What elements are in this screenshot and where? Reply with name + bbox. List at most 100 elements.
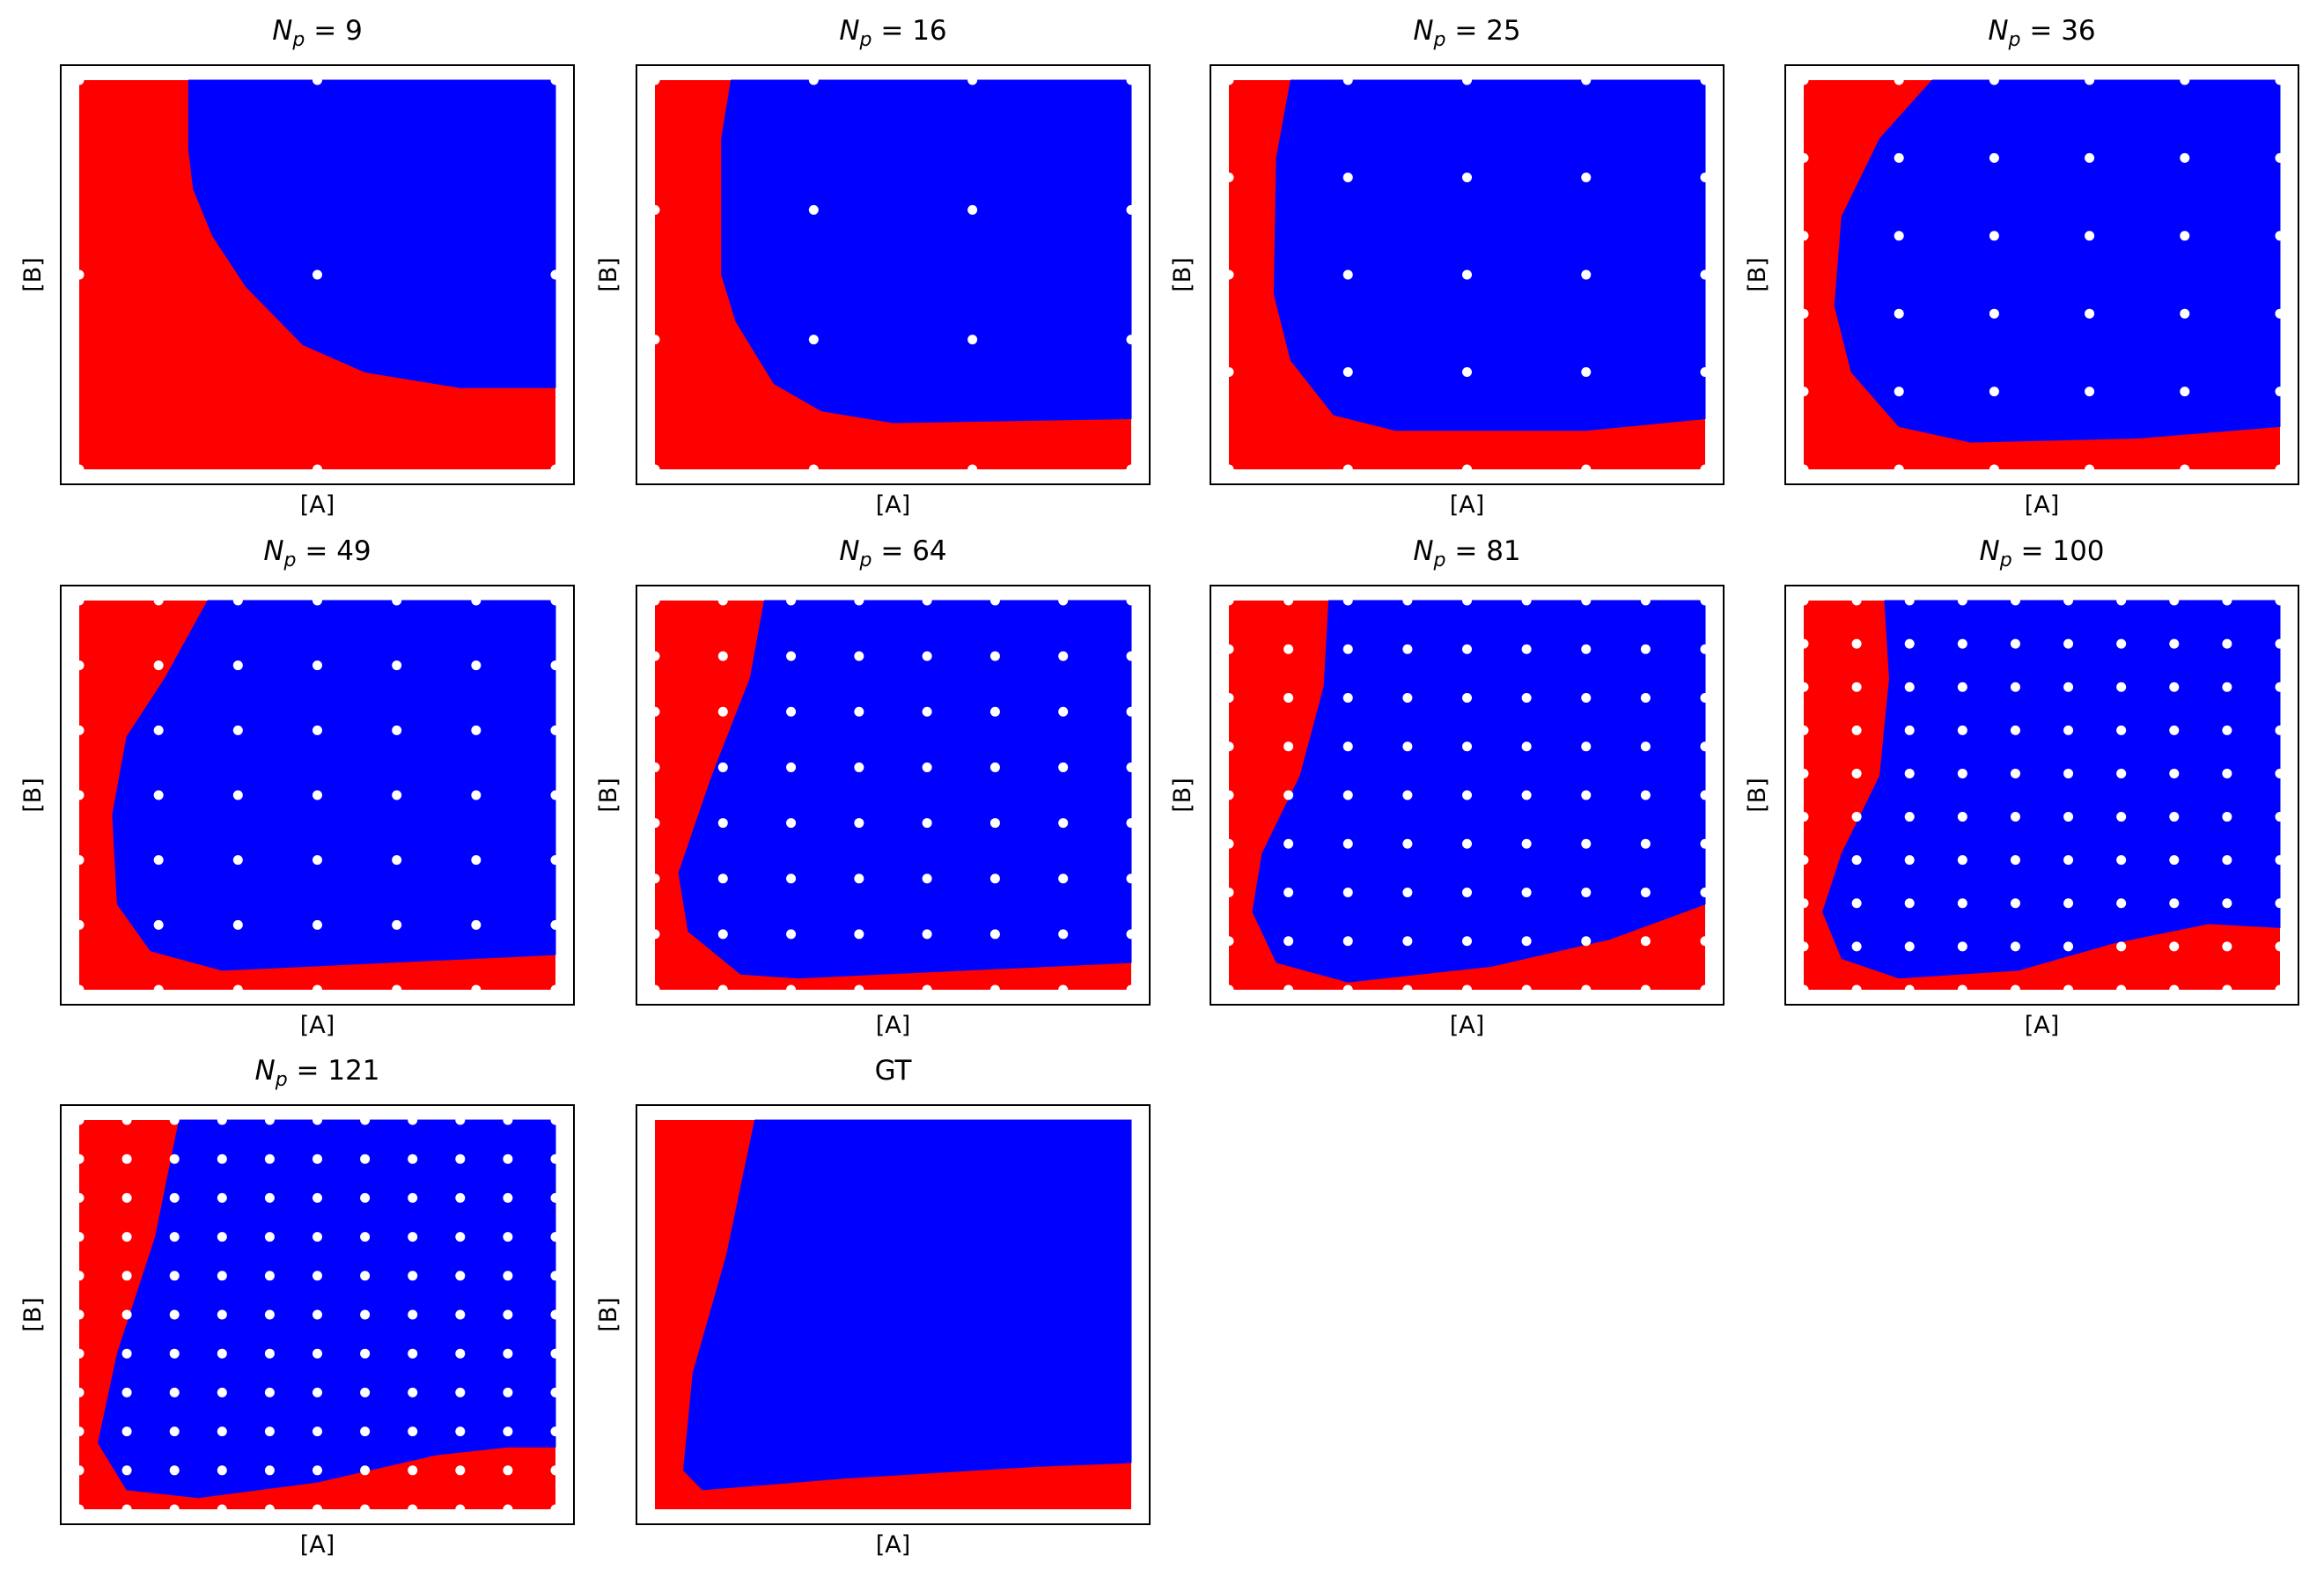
training-point <box>967 75 978 85</box>
training-point <box>650 706 660 717</box>
panel-title: GT <box>636 1055 1151 1096</box>
training-point <box>503 1271 513 1281</box>
training-point <box>455 1154 466 1164</box>
training-point <box>786 595 797 606</box>
training-point <box>1342 790 1353 800</box>
training-point <box>1224 464 1234 475</box>
training-point <box>854 818 864 829</box>
training-point <box>264 1115 275 1125</box>
training-point <box>1283 838 1294 849</box>
training-point <box>169 1115 180 1125</box>
training-point <box>2169 812 2180 822</box>
training-point <box>2085 387 2095 397</box>
training-point <box>967 464 978 475</box>
y-axis-label: [B] <box>19 778 47 813</box>
training-point <box>2169 941 2180 952</box>
training-point <box>1521 595 1532 606</box>
training-point <box>550 1348 561 1359</box>
training-point <box>392 790 402 800</box>
training-point <box>74 790 85 800</box>
plot-area <box>60 1104 575 1525</box>
training-point <box>217 1504 227 1515</box>
phase-map-svg <box>650 595 1136 995</box>
plot-area <box>60 585 575 1006</box>
training-point <box>1058 706 1069 717</box>
training-point <box>989 929 1000 940</box>
training-point <box>408 1426 418 1437</box>
training-point <box>786 874 797 884</box>
training-point <box>1224 75 1234 85</box>
training-point <box>121 1387 132 1397</box>
training-point <box>408 1465 418 1476</box>
phase-map-svg <box>74 595 561 995</box>
training-point <box>854 706 864 717</box>
training-point <box>1640 984 1651 995</box>
training-point <box>74 1348 85 1359</box>
training-point <box>2063 941 2074 952</box>
training-point <box>650 762 660 772</box>
training-point <box>471 855 482 866</box>
training-point <box>717 929 728 940</box>
training-point <box>2222 984 2232 995</box>
training-point <box>74 1154 85 1164</box>
training-point <box>2116 812 2127 822</box>
training-point <box>1894 231 1904 241</box>
training-point <box>1283 693 1294 703</box>
training-point <box>1904 768 1915 778</box>
training-point <box>313 1465 322 1476</box>
training-point <box>1058 874 1069 884</box>
y-axis-label: [B] <box>1169 257 1196 292</box>
training-point <box>74 984 85 995</box>
training-point <box>360 1387 371 1397</box>
training-point <box>1640 693 1651 703</box>
training-point <box>217 1426 227 1437</box>
training-point <box>1224 269 1234 280</box>
training-point <box>217 1309 227 1320</box>
blue-phase-region <box>188 79 556 388</box>
training-point <box>360 1271 371 1281</box>
training-point <box>1581 269 1592 280</box>
training-point <box>74 725 85 735</box>
training-point <box>313 1271 322 1281</box>
training-point <box>550 75 561 85</box>
training-point <box>1640 888 1651 897</box>
training-point <box>550 984 561 995</box>
training-point <box>408 1115 418 1125</box>
training-point <box>74 1115 85 1125</box>
y-axis-label: [B] <box>1744 257 1771 292</box>
training-point <box>1058 651 1069 661</box>
title-subscript: p <box>292 29 305 51</box>
training-point <box>2275 152 2285 163</box>
training-point <box>74 1426 85 1437</box>
training-point <box>1700 173 1710 182</box>
training-point <box>264 1154 275 1164</box>
title-subscript: p <box>1433 549 1446 571</box>
training-point <box>922 929 932 940</box>
training-point <box>1462 838 1472 849</box>
training-point <box>550 660 561 671</box>
y-axis-label: [B] <box>595 257 622 292</box>
training-point <box>1058 984 1069 995</box>
training-point <box>455 1232 466 1242</box>
panel-title: Np = 9 <box>60 15 575 56</box>
training-point <box>1957 595 1967 606</box>
training-point <box>1342 693 1353 703</box>
training-point <box>169 1154 180 1164</box>
training-point <box>550 790 561 800</box>
training-point <box>2222 768 2232 778</box>
training-point <box>1798 638 1809 649</box>
training-point <box>1700 838 1710 849</box>
training-point <box>1581 936 1592 947</box>
training-point <box>503 1309 513 1320</box>
title-subscript: p <box>283 549 297 571</box>
training-point <box>74 1309 85 1320</box>
training-point <box>2180 387 2190 397</box>
training-point <box>2222 682 2232 692</box>
training-point <box>1798 231 1809 241</box>
panel-5: Np = 49 [A] [B] <box>7 535 575 1062</box>
training-point <box>2222 898 2232 909</box>
training-point <box>1058 762 1069 772</box>
training-point <box>717 706 728 717</box>
training-point <box>1851 638 1862 649</box>
title-equals: = <box>872 535 913 567</box>
